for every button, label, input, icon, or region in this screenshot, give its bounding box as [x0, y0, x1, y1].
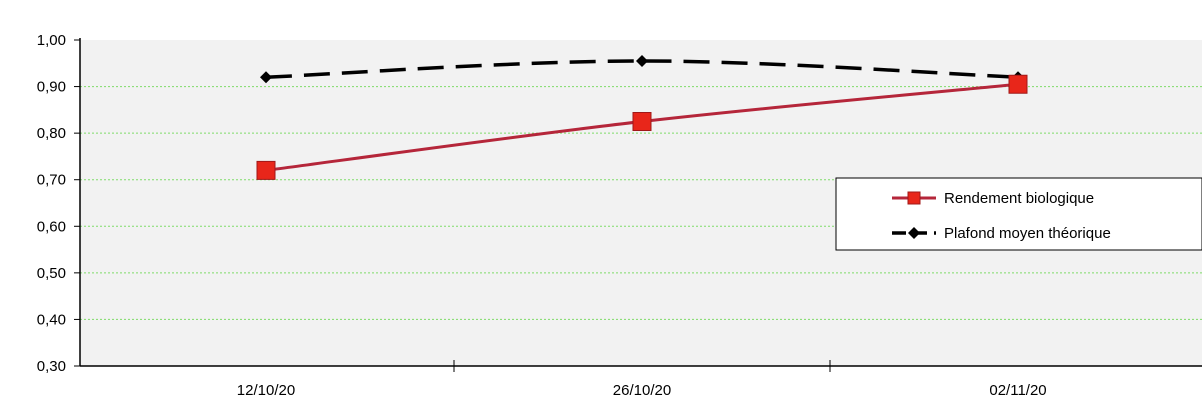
legend: Rendement biologique Plafond moyen théor… — [835, 177, 1202, 251]
x-tick-label: 12/10/20 — [237, 382, 295, 399]
y-tick-label: 0,30 — [37, 358, 66, 375]
legend-box — [835, 177, 1202, 251]
y-tick-label: 0,50 — [37, 265, 66, 282]
point-rendement — [632, 112, 652, 131]
legend-label-rendement: Rendement biologique — [944, 190, 1094, 207]
point-plafond — [636, 54, 648, 67]
point-plafond — [260, 71, 272, 84]
legend-label-plafond: Plafond moyen théorique — [944, 225, 1111, 242]
x-tick-label: 02/11/20 — [989, 382, 1046, 399]
legend-marker-square — [907, 191, 921, 205]
axes — [79, 38, 1202, 367]
point-rendement — [1008, 74, 1028, 94]
series-line-plafond — [265, 59, 1019, 80]
y-tick-label: 0,70 — [37, 172, 66, 189]
y-tick-label: 0,90 — [37, 79, 66, 96]
y-axis-ticks: 1,00 0,90 0,80 0,70 0,60 0,50 0,40 0,30 — [37, 32, 80, 375]
y-tick-label: 0,80 — [37, 125, 66, 142]
legend-marker-diamond — [908, 227, 920, 239]
x-tick-label: 26/10/20 — [613, 382, 671, 399]
gridlines — [80, 86, 1202, 320]
y-tick-label: 0,40 — [37, 311, 66, 328]
x-axis-ticks: 12/10/20 26/10/20 02/11/20 — [237, 360, 1047, 399]
point-rendement — [256, 160, 276, 180]
y-tick-label: 0,60 — [37, 218, 66, 235]
y-tick-label: 1,00 — [37, 32, 66, 49]
series — [256, 54, 1028, 180]
